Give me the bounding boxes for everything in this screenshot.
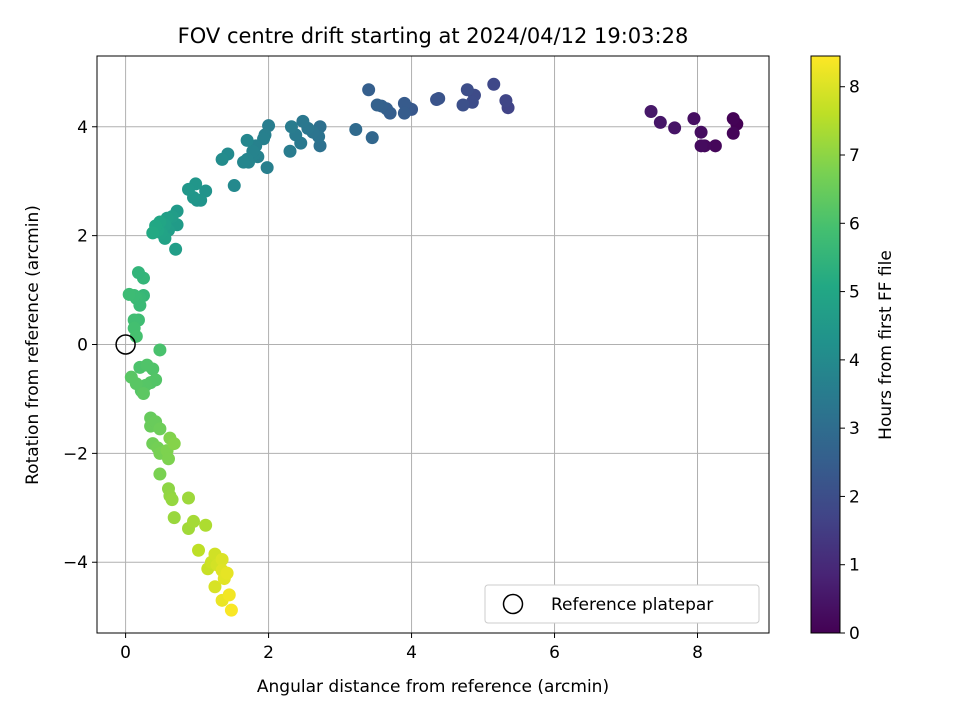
y-tick-label: 4 xyxy=(77,118,88,138)
reference-marker-layer xyxy=(115,334,136,355)
colorbar-tick-label: 6 xyxy=(849,214,860,234)
data-point xyxy=(215,553,229,567)
data-point xyxy=(165,493,179,507)
data-point xyxy=(153,422,167,436)
data-point xyxy=(240,133,254,147)
y-tick-label: 0 xyxy=(77,336,88,356)
colorbar: 0 1 2 3 4 5 6 7 8 Hours from first FF file xyxy=(810,55,896,644)
data-point xyxy=(296,114,310,128)
colorbar-tick-label: 0 xyxy=(849,624,860,644)
colorbar-tick-label: 7 xyxy=(849,146,860,166)
y-axis-label: Rotation from reference (arcmin) xyxy=(23,205,43,485)
data-point xyxy=(370,98,384,112)
colorbar-tick-label: 4 xyxy=(849,351,860,371)
data-point xyxy=(146,362,160,376)
colorbar-tick-label: 5 xyxy=(849,283,860,303)
data-point xyxy=(136,386,150,400)
data-point xyxy=(153,467,167,481)
colorbar-ticks: 0 1 2 3 4 5 6 7 8 xyxy=(840,78,860,644)
data-point xyxy=(215,152,229,166)
data-point xyxy=(192,543,206,557)
data-point xyxy=(283,144,297,158)
data-point xyxy=(146,226,160,240)
data-point xyxy=(199,518,213,532)
colorbar-gradient xyxy=(810,55,841,634)
reference-platepar-marker xyxy=(115,334,136,355)
data-point xyxy=(362,83,376,97)
data-point xyxy=(460,83,474,97)
colorbar-label: Hours from first FF file xyxy=(876,250,896,440)
data-point xyxy=(227,179,241,193)
data-point xyxy=(456,98,470,112)
colorbar-tick-label: 1 xyxy=(849,556,860,576)
scatter-points xyxy=(122,77,744,617)
data-point xyxy=(161,452,175,466)
data-point xyxy=(694,125,708,139)
x-tick-label: 2 xyxy=(263,643,274,663)
chart-title: FOV centre drift starting at 2024/04/12 … xyxy=(178,24,689,48)
x-axis-ticks: 0 2 4 6 8 xyxy=(120,633,703,663)
data-point xyxy=(499,94,513,108)
y-tick-label: −2 xyxy=(63,444,88,464)
y-tick-label: 2 xyxy=(77,227,88,247)
data-point xyxy=(131,266,145,280)
x-tick-label: 8 xyxy=(692,643,703,663)
data-point xyxy=(397,96,411,110)
data-point xyxy=(397,106,411,120)
y-axis-ticks: −4 −2 0 2 4 xyxy=(63,118,97,573)
x-tick-label: 0 xyxy=(120,643,131,663)
x-tick-label: 6 xyxy=(549,643,560,663)
data-point xyxy=(167,437,181,451)
colorbar-tick-label: 3 xyxy=(849,419,860,439)
x-axis-label: Angular distance from reference (arcmin) xyxy=(257,677,609,697)
data-point xyxy=(182,182,196,196)
data-point xyxy=(182,491,196,505)
legend-entry-reference: Reference platepar xyxy=(551,595,713,615)
data-point xyxy=(167,511,181,525)
data-point xyxy=(169,242,183,256)
colorbar-tick-label: 8 xyxy=(849,78,860,98)
legend-box xyxy=(484,584,760,624)
data-point xyxy=(430,93,444,107)
data-point xyxy=(687,112,701,126)
x-tick-label: 4 xyxy=(406,643,417,663)
data-point xyxy=(220,566,234,580)
data-point xyxy=(708,139,722,153)
y-tick-label: −4 xyxy=(63,553,88,573)
data-point xyxy=(365,131,379,145)
data-point xyxy=(694,139,708,153)
legend-reference-marker xyxy=(502,593,524,615)
data-point xyxy=(124,370,138,384)
data-point xyxy=(644,105,658,119)
legend: Reference platepar xyxy=(484,584,760,624)
data-point xyxy=(349,122,363,136)
data-point xyxy=(726,112,740,126)
data-point xyxy=(284,120,298,134)
data-point xyxy=(726,126,740,140)
data-point xyxy=(260,161,274,175)
colorbar-tick-label: 2 xyxy=(849,487,860,507)
data-point xyxy=(224,603,238,617)
data-point xyxy=(653,115,667,129)
data-point xyxy=(153,343,167,357)
data-point xyxy=(208,580,222,594)
data-point xyxy=(487,77,501,91)
data-point xyxy=(668,121,682,135)
data-point xyxy=(187,514,201,528)
data-point xyxy=(122,287,136,301)
data-point xyxy=(222,588,236,602)
data-point xyxy=(237,155,251,169)
